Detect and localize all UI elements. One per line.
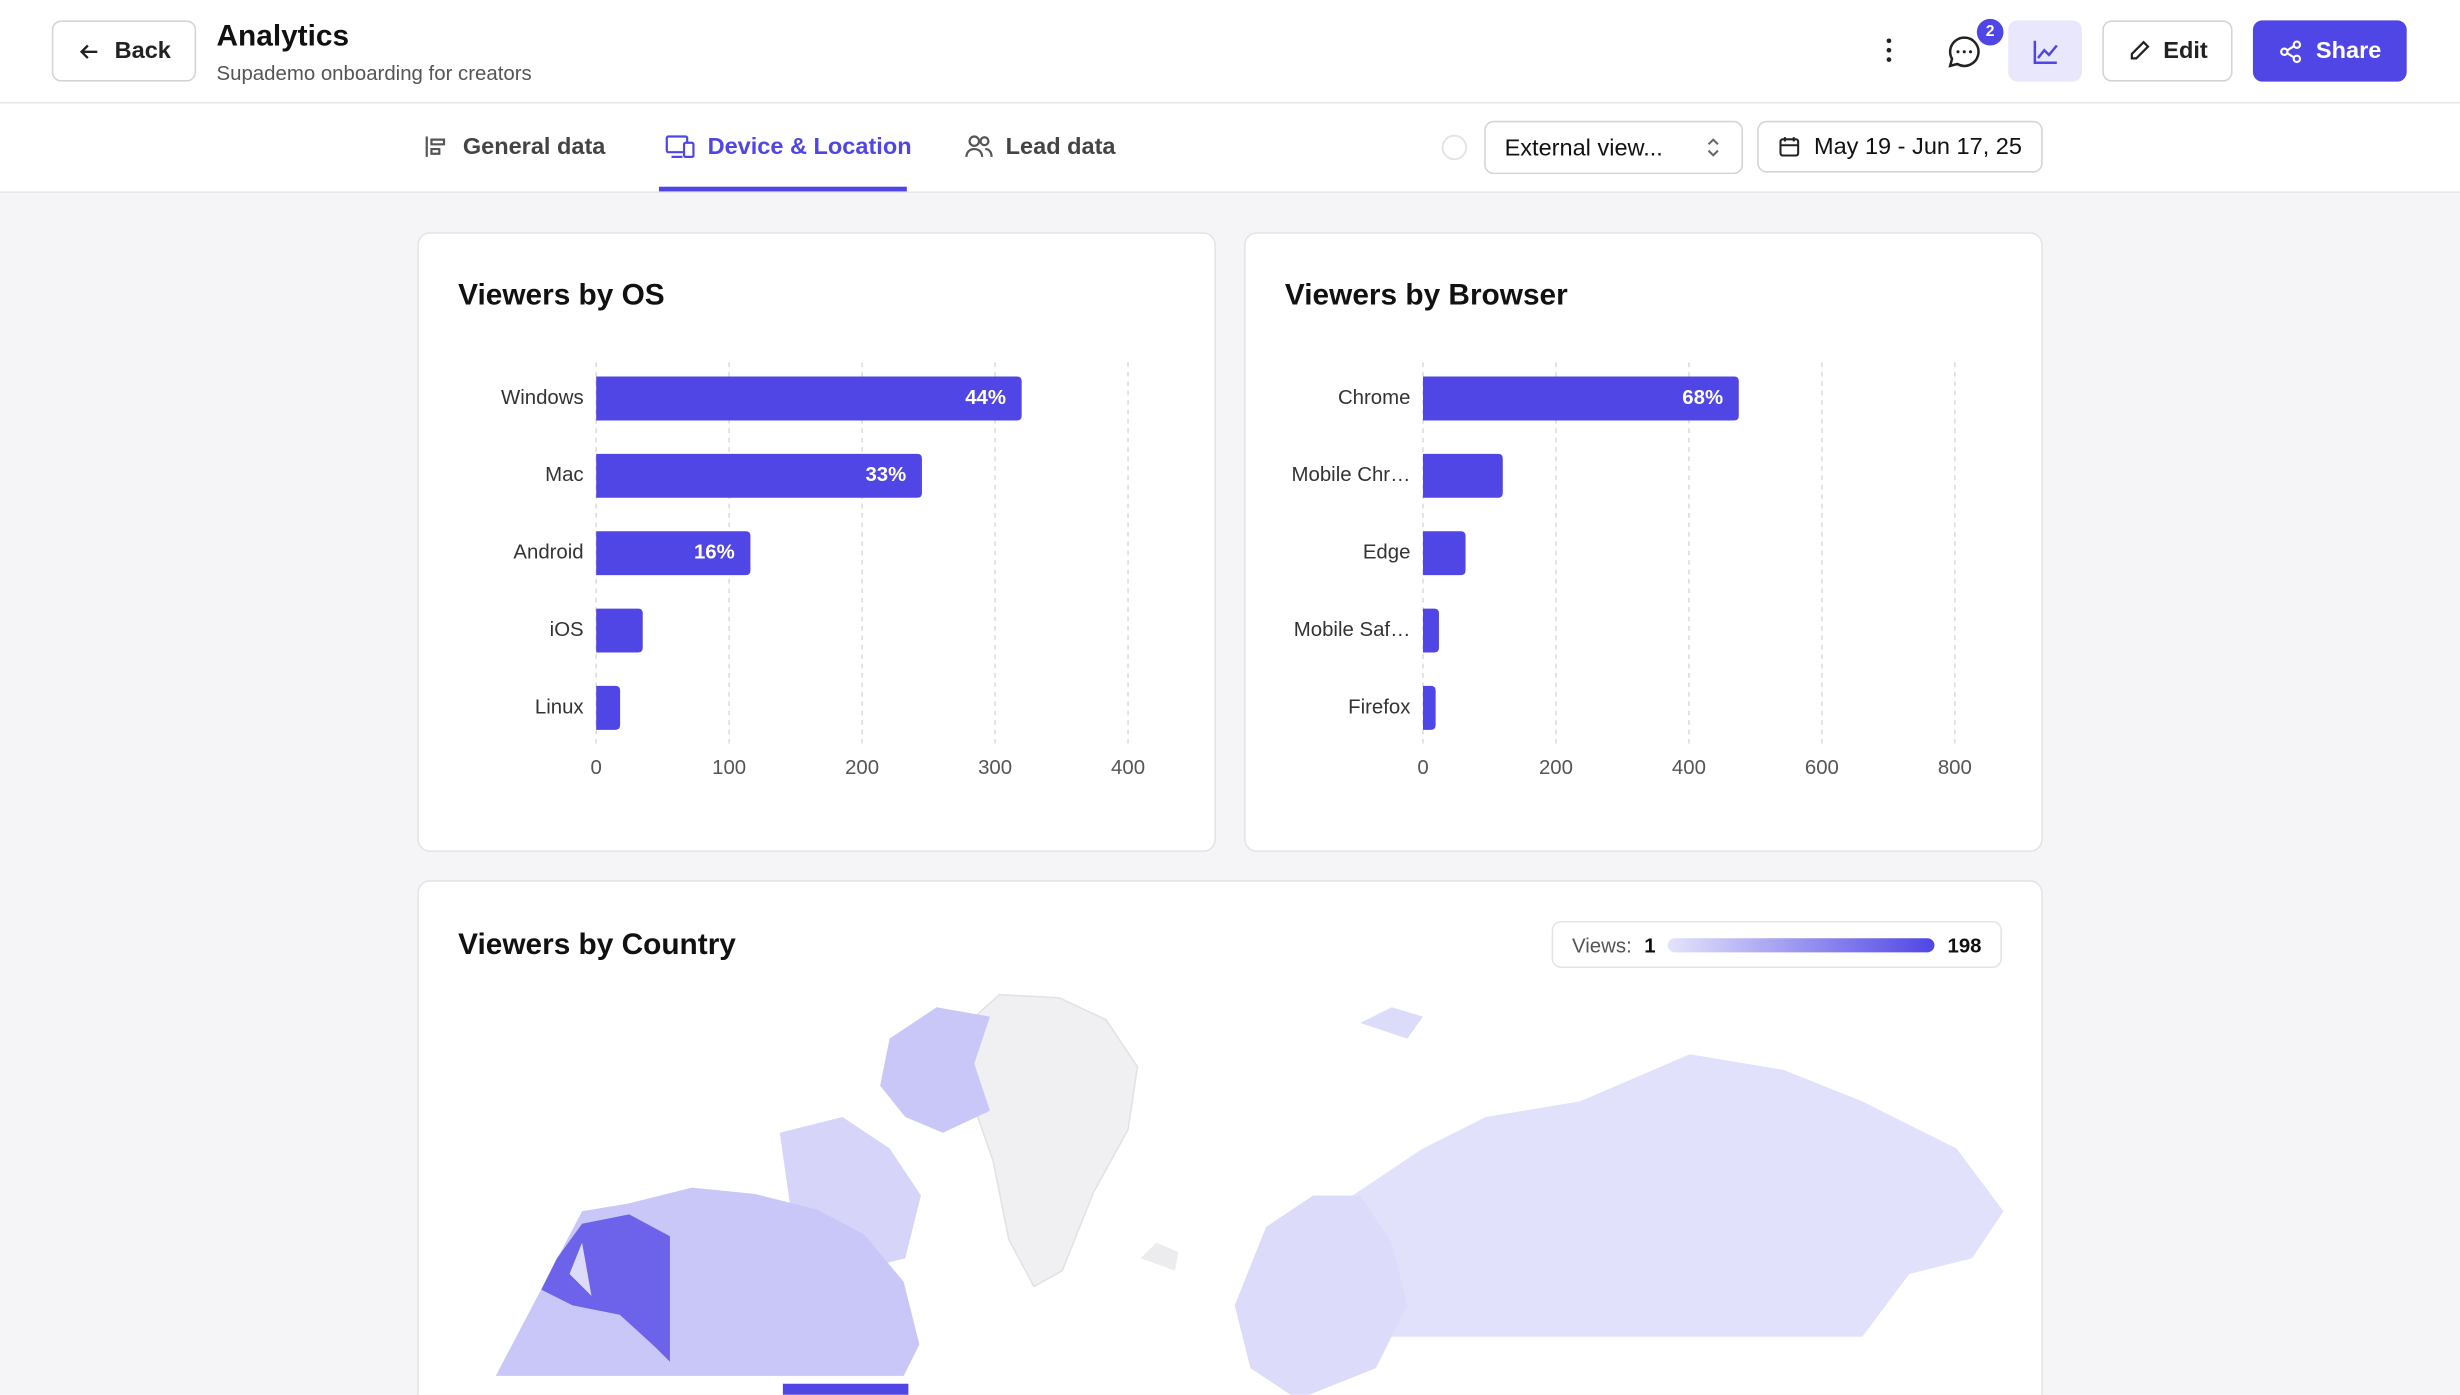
- country-greenland: [967, 993, 1139, 1288]
- x-tick-label: 100: [712, 757, 746, 779]
- country: [569, 1242, 592, 1296]
- chart-title: Viewers by OS: [458, 279, 665, 313]
- bar: [1422, 531, 1466, 576]
- y-tick-label: iOS: [550, 619, 584, 641]
- legend-min: 1: [1644, 932, 1656, 957]
- view-select-label: External view...: [1504, 134, 1663, 161]
- date-label: May 19 - Jun 17, 25: [1813, 133, 2022, 161]
- country-iceland: [1140, 1242, 1179, 1271]
- page-subtitle: Supademo onboarding for creators: [216, 61, 532, 85]
- x-tick-label: 600: [1805, 757, 1839, 779]
- value-label: 33%: [865, 464, 906, 486]
- os-card: Viewers by OS 0 100 200 300 400 Windows 44% Mac…: [417, 232, 1216, 852]
- legend-label: Views:: [1572, 932, 1632, 957]
- x-tick-label: 400: [1111, 757, 1145, 779]
- legend-max: 198: [1947, 932, 1982, 957]
- bar: [1422, 608, 1439, 653]
- arrow-icon: [80, 43, 98, 59]
- x-tick-label: 300: [978, 757, 1012, 779]
- bar: [1422, 453, 1503, 498]
- value-label: 16%: [694, 542, 735, 564]
- edit-button[interactable]: Edit: [2102, 20, 2233, 82]
- share-button[interactable]: Share: [2252, 20, 2407, 82]
- edit-label: Edit: [2163, 37, 2208, 65]
- chart: 0 200 400 600 800 Chrome 68% Mobile Chr… Edge Mob…: [1292, 362, 1972, 779]
- y-tick-label: Mac: [545, 464, 584, 486]
- bar: [596, 453, 922, 498]
- country-russia: [1328, 1054, 2004, 1337]
- bar: [1422, 685, 1436, 730]
- bar: [596, 376, 1022, 421]
- x-tick-label: 800: [1938, 757, 1972, 779]
- y-tick-label: Firefox: [1348, 696, 1410, 718]
- x-tick-label: 0: [1417, 757, 1428, 779]
- y-tick-label: Linux: [535, 696, 584, 718]
- bar: [596, 685, 621, 730]
- map-legend: Views: 1 198: [1551, 920, 2002, 969]
- more-button[interactable]: [1873, 35, 1904, 66]
- legend-gradient: [1668, 937, 1935, 952]
- country-alaska: [541, 1214, 670, 1362]
- share-label: Share: [2315, 37, 2382, 65]
- chevron-icon: [1707, 138, 1719, 157]
- tab[interactable]: Lead data: [965, 126, 1116, 167]
- tab-icon: [425, 135, 446, 157]
- y-tick-label: Mobile Chr…: [1292, 464, 1411, 486]
- y-tick-label: Chrome: [1338, 387, 1410, 409]
- country-europe: [1234, 1195, 1408, 1395]
- y-tick-label: Mobile Saf…: [1294, 619, 1411, 641]
- y-tick-label: Edge: [1363, 542, 1411, 564]
- country-card: Viewers by Country Views: 1 198: [417, 880, 2043, 1395]
- share-icon: [2280, 39, 2302, 63]
- value-label: 44%: [965, 387, 1006, 409]
- tab-label: Device & Location: [707, 132, 912, 160]
- tab[interactable]: General data: [424, 126, 606, 167]
- country: [880, 1007, 990, 1133]
- world-map: [495, 993, 2004, 1395]
- back-label: Back: [114, 37, 171, 65]
- x-tick-label: 200: [845, 757, 879, 779]
- map-title: Viewers by Country: [458, 928, 736, 962]
- bar: [1422, 376, 1739, 421]
- value-label: 68%: [1682, 387, 1723, 409]
- date-button[interactable]: May 19 - Jun 17, 25: [1757, 120, 2043, 173]
- browser-card: Viewers by Browser 0 200 400 600 800 Chrome 68…: [1244, 232, 2043, 852]
- x-tick-label: 400: [1672, 757, 1706, 779]
- bar: [596, 608, 643, 653]
- x-tick-label: 200: [1539, 757, 1573, 779]
- x-tick-label: 0: [591, 757, 602, 779]
- chart-icon: [2032, 40, 2058, 64]
- bar: [596, 531, 751, 576]
- chart-title: Viewers by Browser: [1284, 279, 1568, 313]
- tab-underline: [658, 186, 907, 192]
- chart: 0 100 200 300 400 Windows 44% Mac 33% Android 16% i…: [501, 362, 1145, 779]
- tab-bar: [0, 103, 2460, 193]
- page-title: Analytics: [216, 20, 350, 54]
- tab-label: General data: [462, 132, 606, 160]
- y-tick-label: Windows: [501, 387, 584, 409]
- y-tick-label: Android: [513, 542, 583, 564]
- comments-button[interactable]: [1945, 33, 1983, 71]
- tab-active[interactable]: Device & Location: [665, 126, 912, 167]
- country: [1360, 1007, 1423, 1039]
- tab-icon: [965, 134, 993, 157]
- country-usa: [782, 1383, 909, 1395]
- info-icon: [1441, 134, 1468, 161]
- notification-badge: 2: [1976, 18, 2004, 46]
- analytics-button[interactable]: [2008, 20, 2082, 82]
- tab-icon: [665, 134, 695, 158]
- header: [0, 0, 2460, 104]
- view-select[interactable]: External view...: [1484, 120, 1744, 175]
- tab-label: Lead data: [1005, 132, 1116, 160]
- calendar-icon: [1779, 137, 1800, 157]
- back-button[interactable]: Back: [51, 20, 197, 82]
- pencil-icon: [2130, 40, 2150, 60]
